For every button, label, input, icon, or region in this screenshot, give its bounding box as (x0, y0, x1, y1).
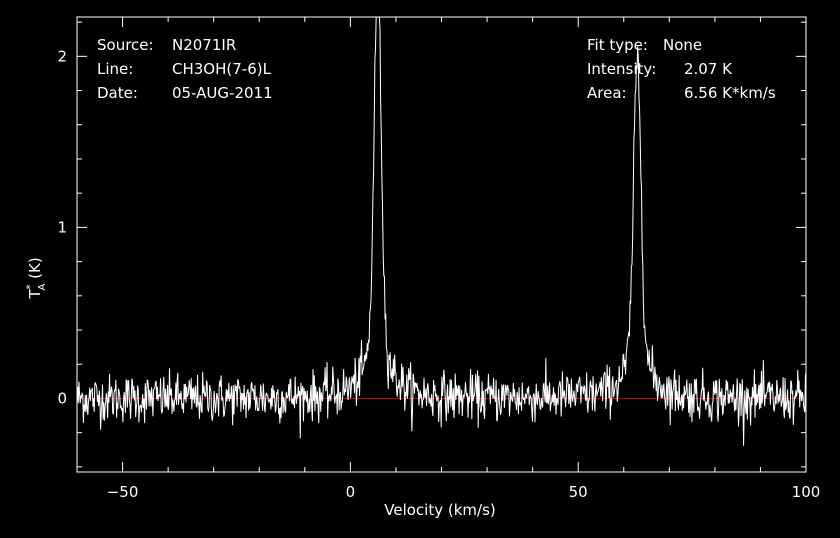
source-label: Source: (97, 36, 154, 54)
date-value: 05-AUG-2011 (172, 84, 273, 102)
fit-type-value: None (663, 36, 702, 54)
header-right: Fit type: None Intensity: 2.07 K Area: 6… (587, 36, 776, 102)
y-tick-label: 1 (57, 218, 67, 236)
intensity-value: 2.07 K (684, 60, 733, 78)
y-axis-label-main: T (26, 289, 44, 300)
y-tick-label: 2 (57, 47, 67, 65)
y-axis-label-sub: A (37, 283, 48, 290)
x-tick-label: 100 (792, 483, 821, 501)
header-left: Source: N2071IR Line: CH3OH(7-6)L Date: … (97, 36, 273, 102)
line-label: Line: (97, 60, 133, 78)
x-axis-label: Velocity (km/s) (384, 501, 495, 519)
area-value: 6.56 K*km/s (684, 84, 776, 102)
area-label: Area: (587, 84, 627, 102)
plot-frame (76, 16, 807, 473)
y-axis-label: T*A (K) (25, 257, 48, 299)
spectrum-line (76, 16, 806, 446)
date-label: Date: (97, 84, 138, 102)
y-axis-label-unit: (K) (26, 257, 44, 283)
axis-tick-labels: −50 0 50 100 0 1 2 (57, 47, 820, 501)
line-value: CH3OH(7-6)L (172, 60, 272, 78)
x-tick-label: 50 (569, 483, 588, 501)
x-tick-label: −50 (107, 483, 139, 501)
y-tick-label: 0 (57, 389, 67, 407)
fit-type-label: Fit type: (587, 36, 648, 54)
y-axis-label-sup: * (25, 284, 36, 289)
intensity-label: Intensity: (587, 60, 656, 78)
x-tick-label: 0 (346, 483, 356, 501)
source-value: N2071IR (172, 36, 236, 54)
